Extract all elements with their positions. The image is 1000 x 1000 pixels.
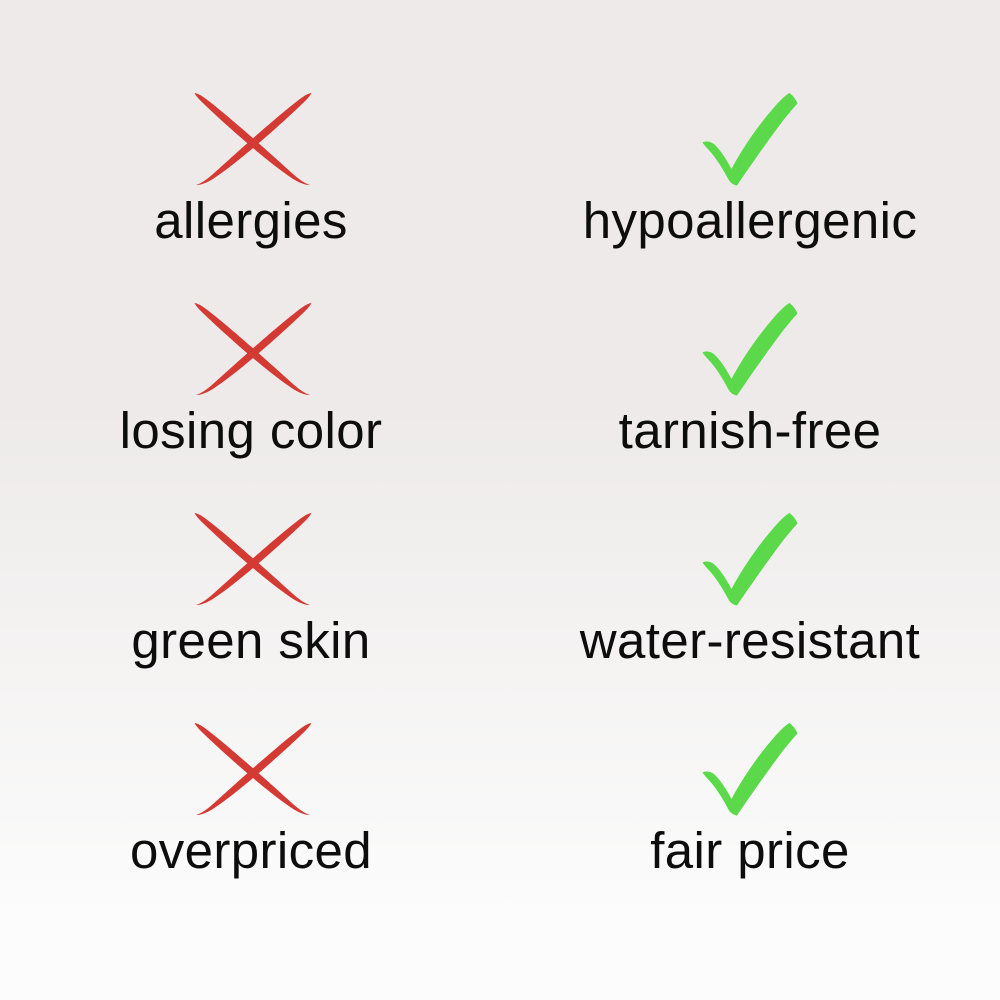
comparison-label-positive: water-resistant (579, 612, 921, 669)
cross-mark-icon (189, 718, 317, 818)
comparison-label-negative: green skin (131, 612, 371, 669)
check-mark-icon (687, 508, 815, 608)
comparison-label-negative: losing color (119, 402, 383, 459)
comparison-cell-positive-1: hypoallergenic (500, 88, 1000, 298)
comparison-cell-negative-2: losing color (0, 298, 500, 508)
cross-mark-icon (189, 298, 317, 398)
cross-mark-icon (189, 508, 317, 608)
comparison-label-negative: allergies (154, 192, 348, 249)
comparison-cell-positive-4: fair price (500, 718, 1000, 928)
comparison-cell-negative-4: overpriced (0, 718, 500, 928)
check-mark-icon (687, 298, 815, 398)
comparison-cell-positive-3: water-resistant (500, 508, 1000, 718)
comparison-cell-positive-2: tarnish-free (500, 298, 1000, 508)
check-mark-icon (687, 718, 815, 818)
comparison-cell-negative-3: green skin (0, 508, 500, 718)
comparison-cell-negative-1: allergies (0, 88, 500, 298)
check-mark-icon (687, 88, 815, 188)
cross-mark-icon (189, 88, 317, 188)
comparison-label-positive: hypoallergenic (582, 192, 918, 249)
comparison-label-positive: fair price (650, 822, 850, 879)
comparison-label-positive: tarnish-free (618, 402, 882, 459)
comparison-label-negative: overpriced (129, 822, 373, 879)
